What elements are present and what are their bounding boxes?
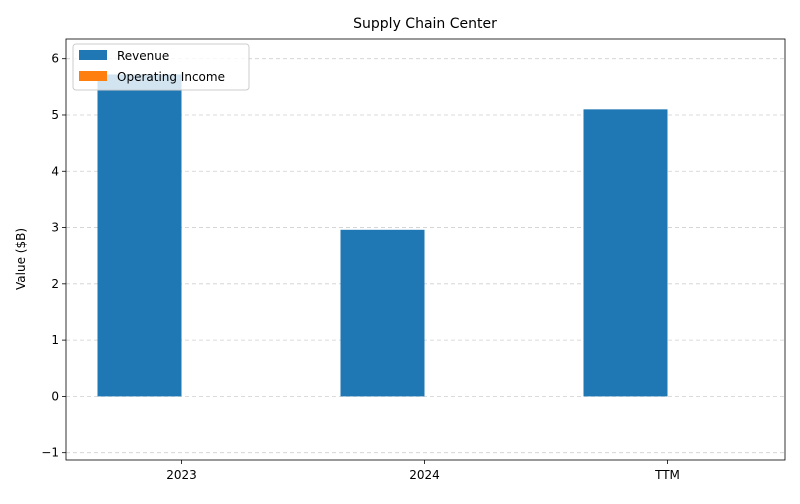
y-tick-label: 1 <box>51 333 59 347</box>
y-tick-label: 3 <box>51 221 59 235</box>
bar-revenue-ttm <box>583 109 668 397</box>
axes <box>62 38 786 464</box>
y-tick-label: 2 <box>51 277 59 291</box>
bar-revenue-2023 <box>97 74 182 397</box>
y-axis-label: Value ($B) <box>14 228 28 290</box>
bar-revenue-2024 <box>340 229 425 397</box>
legend-box <box>72 43 250 91</box>
y-tick-label: −1 <box>41 446 59 460</box>
gridlines <box>66 58 785 454</box>
x-tick-label: 2024 <box>409 468 440 482</box>
plot-frame <box>65 38 786 461</box>
chart-title: Supply Chain Center <box>353 16 497 32</box>
x-tick-label: 2023 <box>166 468 197 482</box>
y-tick-label: 4 <box>51 164 59 178</box>
y-tick-label: 0 <box>51 389 59 403</box>
legend: Revenue Operating Income <box>72 43 250 91</box>
bars <box>97 74 668 397</box>
legend-label: Operating Income <box>117 70 225 84</box>
y-tick-label: 6 <box>51 52 59 66</box>
legend-swatch <box>79 50 107 60</box>
legend-swatch <box>79 71 107 81</box>
y-tick-label: 5 <box>51 108 59 122</box>
tick-labels: −1 0 1 2 3 4 5 6 2023 2024 TTM <box>41 52 680 482</box>
legend-label: Revenue <box>117 49 169 63</box>
x-tick-label: TTM <box>654 468 680 482</box>
